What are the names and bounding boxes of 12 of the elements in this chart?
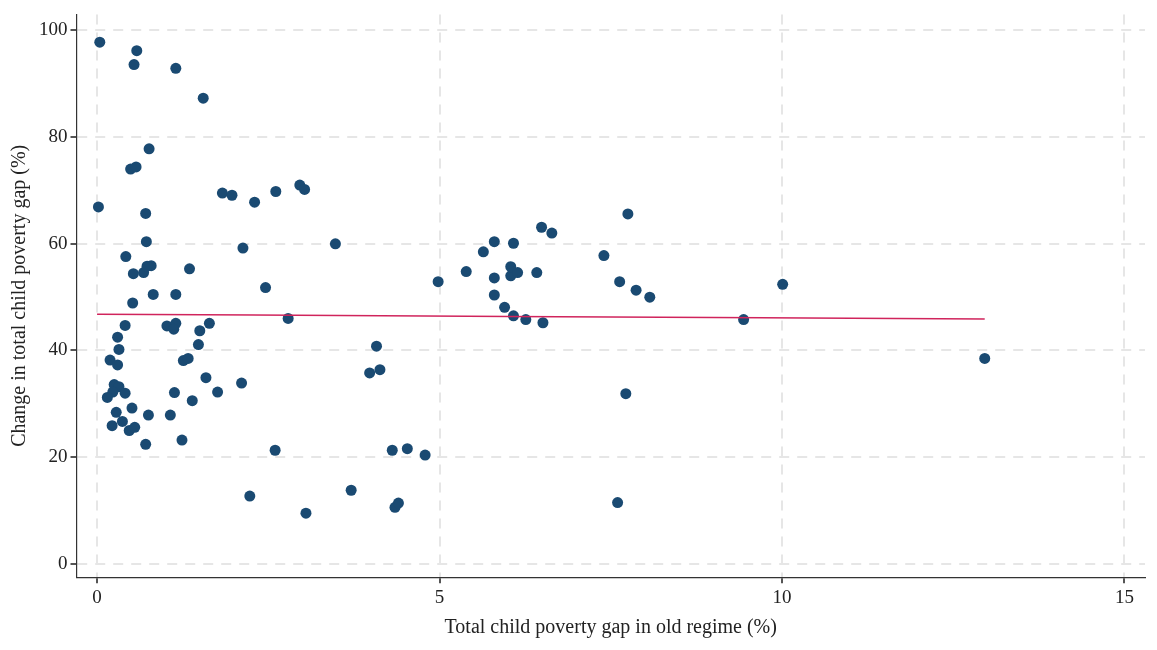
- y-tick-label: 0: [58, 551, 68, 573]
- x-tick-label: 10: [772, 585, 792, 607]
- x-tick-label: 0: [92, 585, 102, 607]
- y-tick-label: 20: [48, 445, 68, 467]
- y-tick-label: 80: [48, 125, 68, 147]
- y-tick-label: 60: [48, 231, 68, 253]
- x-tick-label: 5: [434, 585, 445, 607]
- x-axis-title: Total child poverty gap in old regime (%): [444, 615, 777, 639]
- y-tick-label: 40: [48, 338, 68, 360]
- x-tick-label: 15: [1114, 585, 1134, 607]
- y-axis-title: Change in total child poverty gap (%): [7, 144, 31, 447]
- y-tick-label: 100: [39, 18, 68, 40]
